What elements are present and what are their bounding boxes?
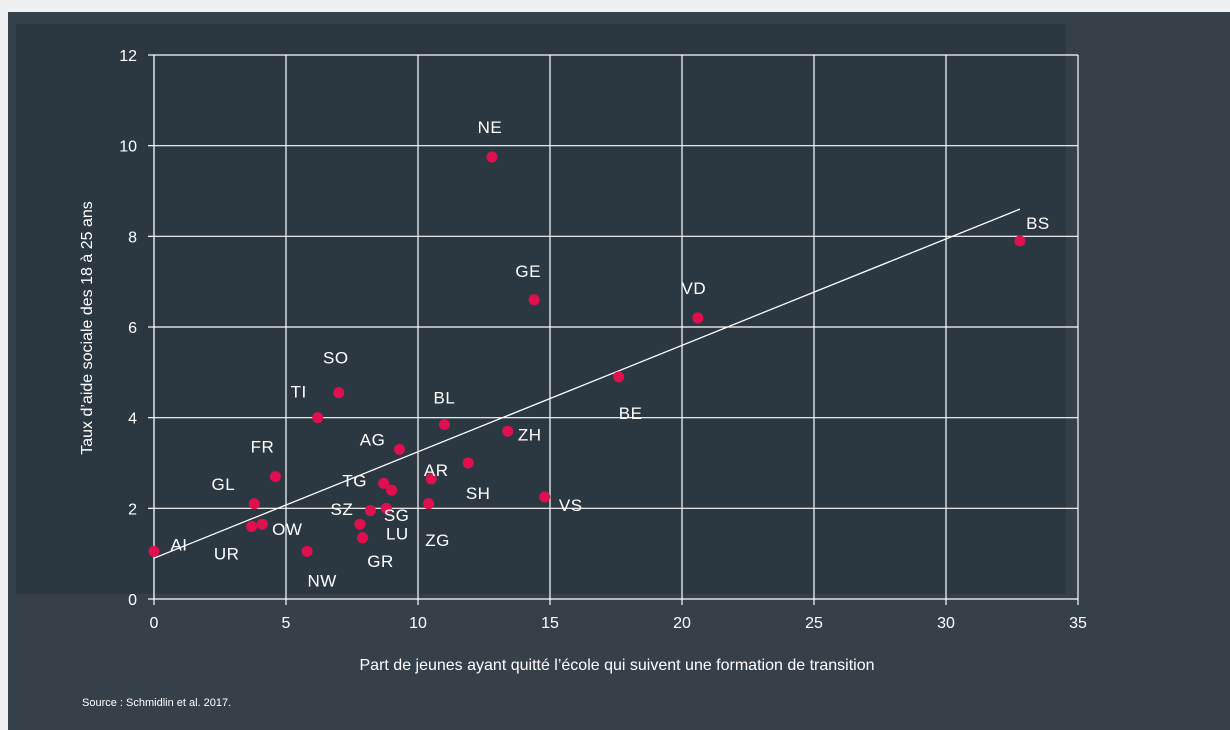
tick-labels: 0 5 10 15 20 25 30 35 0 2 4 6 8 10 12: [119, 48, 1087, 632]
point-label-sh: SH: [466, 484, 491, 503]
x-tick-label: 20: [673, 615, 691, 632]
data-point-zh: [502, 425, 514, 437]
point-label-nw: NW: [307, 571, 336, 590]
data-point-ti: [312, 412, 324, 424]
y-tick-label: 2: [128, 501, 137, 518]
data-point-ur: [246, 520, 258, 532]
point-label-ti: TI: [291, 383, 307, 402]
x-tick-label: 35: [1069, 615, 1087, 632]
data-point-ow: [256, 518, 268, 530]
data-point-sz: [354, 518, 366, 530]
point-label-fr: FR: [251, 438, 275, 457]
point-label-bs: BS: [1026, 214, 1050, 233]
data-point: [364, 505, 376, 517]
x-tick-label: 30: [937, 615, 955, 632]
point-label-ge: GE: [515, 262, 541, 281]
data-point-sh: [462, 457, 474, 469]
point-label-vd: VD: [682, 279, 707, 298]
point-label-gr: GR: [367, 552, 394, 571]
data-point-fr: [269, 471, 281, 483]
data-point-ge: [528, 294, 540, 306]
x-tick-label: 0: [150, 615, 159, 632]
data-point-tg: [378, 477, 390, 489]
data-point-bs: [1014, 235, 1026, 247]
point-label-gl: GL: [211, 475, 235, 494]
x-tick-label: 25: [805, 615, 823, 632]
data-point-gr: [357, 532, 369, 544]
data-point-vd: [692, 312, 704, 324]
data-point-bl: [438, 418, 450, 430]
point-label-ow: OW: [272, 520, 302, 539]
point-label-vs: VS: [559, 496, 583, 515]
grid-lines: [154, 54, 1079, 599]
data-point-vs: [539, 491, 551, 503]
point-label-ur: UR: [214, 544, 240, 563]
point-label-sz: SZ: [331, 500, 354, 519]
data-point-so: [333, 387, 345, 399]
y-tick-label: 6: [128, 320, 137, 337]
y-tick-label: 12: [119, 48, 137, 65]
point-label-zh: ZH: [518, 425, 542, 444]
data-point-nw: [301, 545, 313, 557]
trend-line: [153, 208, 1021, 559]
point-label-bl: BL: [434, 388, 456, 407]
data-point-zg: [423, 498, 435, 510]
point-label-ne: NE: [478, 118, 503, 137]
point-label-zg: ZG: [425, 531, 450, 550]
point-label-ai: AI: [170, 535, 187, 554]
data-point-lu: [380, 502, 392, 514]
y-tick-label: 4: [128, 411, 137, 428]
data-point-ar: [425, 473, 437, 485]
x-tick-label: 15: [541, 615, 559, 632]
y-tick-label: 10: [119, 139, 137, 156]
x-tick-label: 10: [409, 615, 427, 632]
point-label-lu: LU: [386, 524, 409, 543]
point-label-tg: TG: [342, 471, 367, 490]
point-label-be: BE: [619, 404, 643, 423]
data-point-ne: [486, 151, 498, 163]
axes: [148, 54, 1079, 605]
data-points: [148, 151, 1026, 557]
y-axis-title: Taux d’aide sociale des 18 à 25 ans: [79, 201, 96, 455]
y-tick-label: 8: [128, 229, 137, 246]
source-note: Source : Schmidlin et al. 2017.: [82, 697, 232, 709]
data-point-gl: [248, 498, 260, 510]
point-label-so: SO: [323, 349, 349, 368]
data-point-sg: [386, 484, 398, 496]
point-label-sg: SG: [384, 506, 410, 525]
data-point-ai: [148, 545, 160, 557]
point-label-ag: AG: [360, 430, 386, 449]
chart-frame: [8, 12, 1230, 730]
data-point-be: [613, 371, 625, 383]
x-axis-title: Part de jeunes ayant quitté l’école qui …: [360, 657, 875, 674]
x-tick-label: 5: [282, 615, 291, 632]
y-tick-label: 0: [128, 592, 137, 609]
point-label-ar: AR: [424, 461, 449, 480]
data-point-ag: [394, 443, 406, 455]
